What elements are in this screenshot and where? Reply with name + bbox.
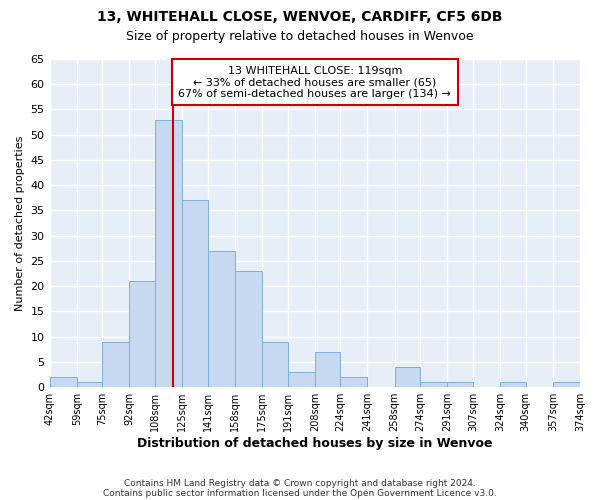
Text: Size of property relative to detached houses in Wenvoe: Size of property relative to detached ho… <box>126 30 474 43</box>
Bar <box>553 382 580 387</box>
Bar <box>420 382 448 387</box>
Text: Contains HM Land Registry data © Crown copyright and database right 2024.: Contains HM Land Registry data © Crown c… <box>124 478 476 488</box>
Bar <box>102 342 130 387</box>
Bar <box>395 367 420 387</box>
Bar <box>235 271 262 387</box>
Bar <box>155 120 182 387</box>
Bar <box>287 372 315 387</box>
Bar <box>500 382 526 387</box>
X-axis label: Distribution of detached houses by size in Wenvoe: Distribution of detached houses by size … <box>137 437 493 450</box>
Bar <box>50 377 77 387</box>
Y-axis label: Number of detached properties: Number of detached properties <box>15 136 25 311</box>
Bar <box>448 382 473 387</box>
Bar <box>208 251 235 387</box>
Bar <box>130 281 155 387</box>
Text: 13, WHITEHALL CLOSE, WENVOE, CARDIFF, CF5 6DB: 13, WHITEHALL CLOSE, WENVOE, CARDIFF, CF… <box>97 10 503 24</box>
Bar <box>182 200 208 387</box>
Bar <box>262 342 287 387</box>
Bar <box>77 382 102 387</box>
Bar <box>315 352 340 387</box>
Text: 13 WHITEHALL CLOSE: 119sqm
← 33% of detached houses are smaller (65)
67% of semi: 13 WHITEHALL CLOSE: 119sqm ← 33% of deta… <box>178 66 451 99</box>
Text: Contains public sector information licensed under the Open Government Licence v3: Contains public sector information licen… <box>103 488 497 498</box>
Bar <box>340 377 367 387</box>
